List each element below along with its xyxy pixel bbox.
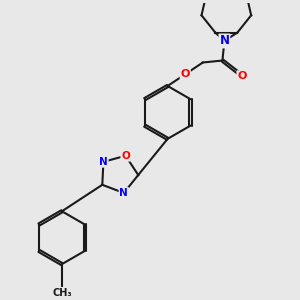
Text: O: O (181, 69, 190, 79)
Text: N: N (99, 157, 108, 167)
Text: O: O (237, 71, 247, 81)
Text: CH₃: CH₃ (52, 289, 72, 298)
Text: N: N (219, 34, 230, 47)
Text: N: N (119, 188, 128, 198)
Text: O: O (121, 151, 130, 161)
